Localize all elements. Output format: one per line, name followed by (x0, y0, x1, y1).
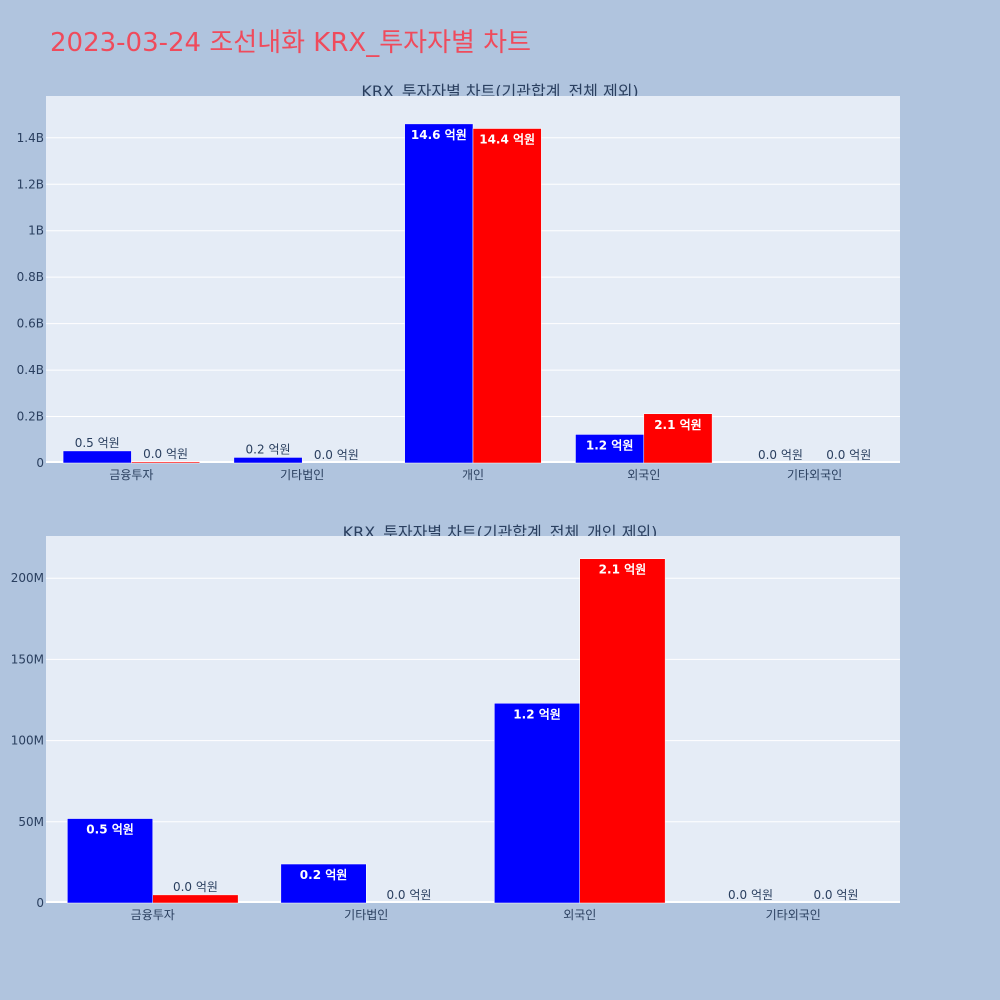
x-tick-label: 개인 (462, 468, 484, 482)
data-label: 14.4 억원 (479, 133, 535, 147)
y-tick-label: 0 (36, 896, 44, 910)
y-tick-label: 0 (36, 456, 44, 470)
bar (575, 434, 645, 464)
page-title: 2023-03-24 조선내화 KRX_투자자별 차트 (50, 28, 532, 58)
y-tick-label: 150M (11, 652, 44, 666)
y-tick-label: 0.4B (17, 363, 44, 377)
bar (494, 703, 581, 904)
data-label: 14.6 억원 (411, 128, 467, 142)
x-tick-label: 금융투자 (109, 468, 153, 482)
data-label: 2.1 억원 (654, 418, 702, 432)
y-tick-label: 0.2B (17, 410, 44, 424)
x-tick-label: 기타외국인 (787, 468, 842, 482)
bar (579, 558, 666, 904)
x-tick-label: 외국인 (563, 908, 596, 922)
data-label: 0.0 억원 (728, 888, 773, 902)
y-tick-label: 50M (18, 815, 44, 829)
bar (131, 461, 200, 464)
data-label: 2.1 억원 (599, 563, 647, 577)
data-label: 0.0 억원 (826, 448, 871, 462)
bar (67, 818, 153, 904)
data-label: 0.0 억원 (386, 888, 431, 902)
bar (280, 863, 367, 904)
chart-1: 0 0.2B 0.4B 0.6B 0.8B 1B 1.2B 1.4B 금융투자 0.5 억원 0.0… (17, 96, 900, 482)
x-tick-label: 기타법인 (344, 908, 388, 922)
bar (152, 894, 239, 904)
data-label: 0.5 억원 (75, 436, 120, 450)
y-tick-label: 0.6B (17, 317, 44, 331)
data-label: 0.5 억원 (86, 823, 134, 837)
data-label: 0.0 억원 (314, 448, 359, 462)
data-label: 0.2 억원 (300, 868, 348, 882)
data-label: 0.0 억원 (758, 448, 803, 462)
y-tick-label: 1.4B (17, 131, 44, 145)
x-tick-label: 기타법인 (280, 468, 324, 482)
bar (643, 413, 713, 464)
y-tick-label: 0.8B (17, 270, 44, 284)
y-tick-label: 100M (11, 734, 44, 748)
bar (233, 457, 303, 464)
data-label: 0.0 억원 (173, 880, 218, 894)
y-tick-label: 200M (11, 571, 44, 585)
bar (472, 128, 542, 464)
plot-area (46, 536, 900, 903)
bar (62, 450, 132, 464)
data-label: 1.2 억원 (586, 438, 634, 452)
bar (404, 123, 474, 464)
x-tick-label: 외국인 (627, 468, 660, 482)
y-tick-label: 1B (28, 224, 44, 238)
data-label: 1.2 억원 (513, 707, 561, 721)
data-label: 0.0 억원 (143, 447, 188, 461)
x-tick-label: 기타외국인 (766, 908, 821, 922)
data-label: 0.2 억원 (246, 442, 291, 456)
data-label: 0.0 억원 (813, 888, 858, 902)
x-tick-label: 금융투자 (131, 908, 175, 922)
y-tick-label: 1.2B (17, 177, 44, 191)
